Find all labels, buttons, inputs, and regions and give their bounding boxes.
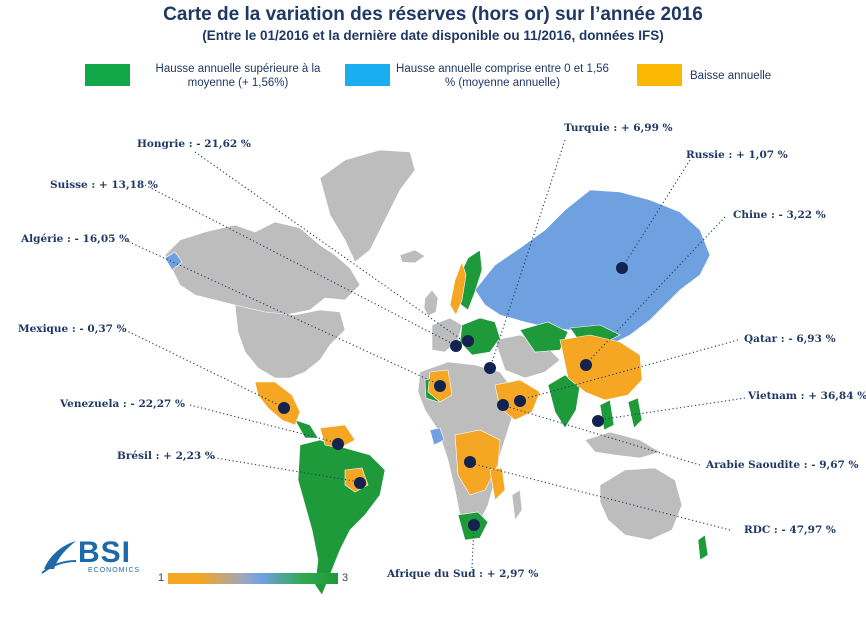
callout-mexique: Mexique : - 0,37 %: [18, 323, 127, 335]
callout-arabie-saoudite: Arabie Saoudite : - 9,67 %: [706, 459, 859, 471]
legend-swatch-above-average: [85, 64, 130, 86]
region-vietnam: [599, 399, 615, 431]
region-uk: [423, 289, 439, 317]
marker-hongrie: [462, 335, 474, 347]
region-west-europe: [431, 317, 463, 353]
region-mexico: [254, 381, 301, 426]
region-greenland: [319, 149, 416, 263]
region-greenland-east: [164, 251, 183, 271]
callout-venezuela: Venezuela : - 22,27 %: [60, 398, 185, 410]
region-indonesia: [584, 431, 661, 459]
region-philippines: [627, 397, 643, 429]
callout-vietnam: Vietnam : + 36,84 %: [748, 390, 866, 402]
map-title: Carte de la variation des réserves (hors…: [163, 4, 703, 25]
map-subtitle: (Entre le 01/2016 et la dernière date di…: [202, 28, 664, 43]
callout-bresil: Brésil : + 2,23 %: [117, 450, 215, 462]
marker-venezuela: [332, 438, 344, 450]
marker-mexique: [278, 402, 290, 414]
legend-swatch-decline: [637, 64, 682, 86]
callout-turquie: Turquie : + 6,99 %: [564, 122, 673, 134]
region-india: [547, 374, 581, 429]
marker-russie: [616, 262, 628, 274]
scale-min-label: 1: [158, 572, 165, 584]
scale-gradient-bar: [168, 573, 338, 584]
callout-algerie: Algérie : - 16,05 %: [21, 233, 130, 245]
callout-suisse: Suisse : + 13,18 %: [50, 179, 158, 191]
callout-hongrie: Hongrie : - 21,62 %: [137, 138, 251, 150]
region-new-zealand: [697, 534, 709, 561]
marker-algerie: [434, 380, 446, 392]
region-venezuela: [319, 424, 356, 449]
callout-afrique-du-sud: Afrique du Sud : + 2,97 %: [387, 568, 539, 580]
marker-chine: [580, 359, 592, 371]
region-madagascar: [511, 489, 523, 521]
legend-label-above-average: Hausse annuelle supérieure à la moyenne …: [155, 63, 321, 89]
region-usa: [234, 304, 346, 379]
scale-max-label: 3: [342, 572, 349, 584]
bsi-logo-text: BSI: [78, 536, 132, 569]
callout-chine: Chine : - 3,22 %: [733, 209, 826, 221]
callout-rdc: RDC : - 47,97 %: [744, 524, 836, 536]
region-middle-africa-blue: [429, 427, 445, 446]
marker-arabie-saoudite: [497, 399, 509, 411]
callout-qatar: Qatar : - 6,93 %: [744, 333, 836, 345]
region-central-america: [294, 419, 319, 439]
legend-label-below-average: Hausse annuelle comprise entre 0 et 1,56…: [396, 63, 609, 89]
bsi-logo-sub: ECONOMICS: [88, 567, 141, 574]
marker-turquie: [484, 362, 496, 374]
callout-russie: Russie : + 1,07 %: [686, 149, 788, 161]
legend-label-decline: Baisse annuelle: [690, 70, 772, 82]
region-iceland: [399, 249, 426, 264]
marker-rdc: [464, 456, 476, 468]
legend-swatch-below-average: [345, 64, 390, 86]
region-canada: [164, 221, 361, 316]
marker-qatar: [514, 395, 526, 407]
marker-bresil: [354, 477, 366, 489]
marker-afrique-du-sud: [468, 519, 480, 531]
region-east-africa: [489, 467, 506, 501]
region-australia: [599, 467, 683, 541]
marker-vietnam: [592, 415, 604, 427]
region-norway: [449, 261, 467, 316]
region-russia: [474, 189, 711, 346]
marker-suisse: [450, 340, 462, 352]
bsi-logo-icon: [41, 541, 77, 574]
